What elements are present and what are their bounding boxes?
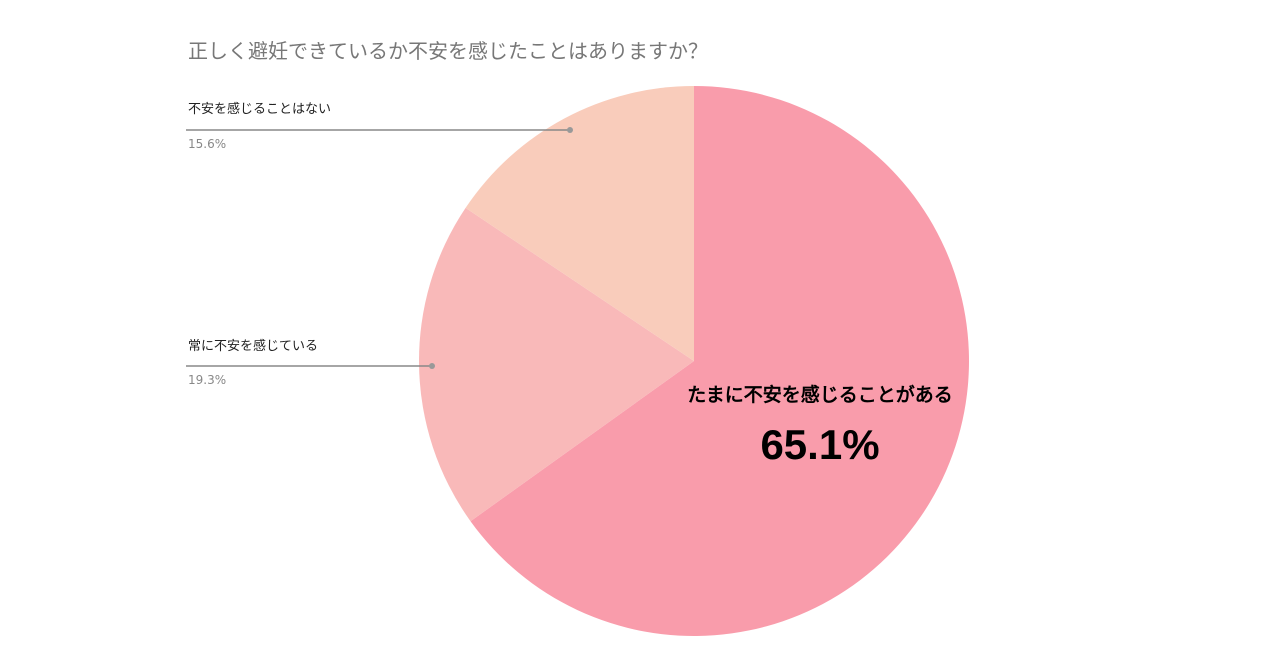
slice-value-label: 19.3%: [188, 373, 226, 387]
pie-slice: [419, 207, 694, 522]
pie-slice: [465, 86, 694, 361]
slice-label: 不安を感じることはない: [188, 101, 331, 117]
slice-value-label: 15.6%: [188, 137, 226, 151]
leader-dot: [567, 127, 573, 133]
slice-label: たまに不安を感じることがある: [687, 384, 953, 406]
slice-value-label: 65.1%: [760, 421, 880, 468]
slice-label: 常に不安を感じている: [188, 338, 318, 354]
pie-slice: [470, 86, 969, 636]
chart-title: 正しく避妊できているか不安を感じたことはありますか？: [188, 39, 708, 63]
slice-label-box: たまに不安を感じることがある 65.1%: [685, 381, 955, 469]
leader-dot: [429, 363, 435, 369]
